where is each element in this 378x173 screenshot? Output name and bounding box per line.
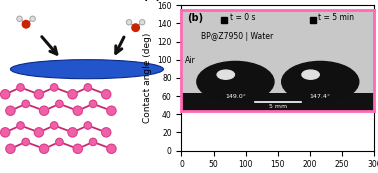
Circle shape: [73, 144, 82, 153]
Circle shape: [34, 128, 43, 137]
Circle shape: [40, 144, 49, 153]
Y-axis label: Contact angle (deg): Contact angle (deg): [143, 33, 152, 123]
Circle shape: [34, 90, 43, 99]
Circle shape: [89, 100, 97, 108]
Circle shape: [102, 90, 111, 99]
Ellipse shape: [11, 60, 163, 79]
Circle shape: [30, 16, 35, 21]
Circle shape: [56, 138, 63, 146]
Circle shape: [89, 138, 97, 146]
Circle shape: [17, 16, 22, 21]
Circle shape: [1, 128, 10, 137]
Circle shape: [102, 128, 111, 137]
Circle shape: [22, 20, 30, 28]
Circle shape: [51, 84, 58, 91]
Circle shape: [22, 100, 29, 108]
Text: (a): (a): [143, 0, 161, 1]
Circle shape: [6, 144, 15, 153]
Circle shape: [17, 122, 24, 129]
Circle shape: [17, 84, 24, 91]
Circle shape: [84, 84, 91, 91]
Circle shape: [107, 144, 116, 153]
Circle shape: [73, 106, 82, 115]
Circle shape: [107, 106, 116, 115]
Circle shape: [68, 128, 77, 137]
Circle shape: [139, 20, 145, 25]
Circle shape: [1, 90, 10, 99]
Circle shape: [56, 100, 63, 108]
Circle shape: [84, 122, 91, 129]
Circle shape: [22, 138, 29, 146]
Circle shape: [126, 20, 132, 25]
Circle shape: [132, 24, 139, 31]
Circle shape: [51, 122, 58, 129]
Circle shape: [6, 106, 15, 115]
Circle shape: [68, 90, 77, 99]
Circle shape: [40, 106, 49, 115]
